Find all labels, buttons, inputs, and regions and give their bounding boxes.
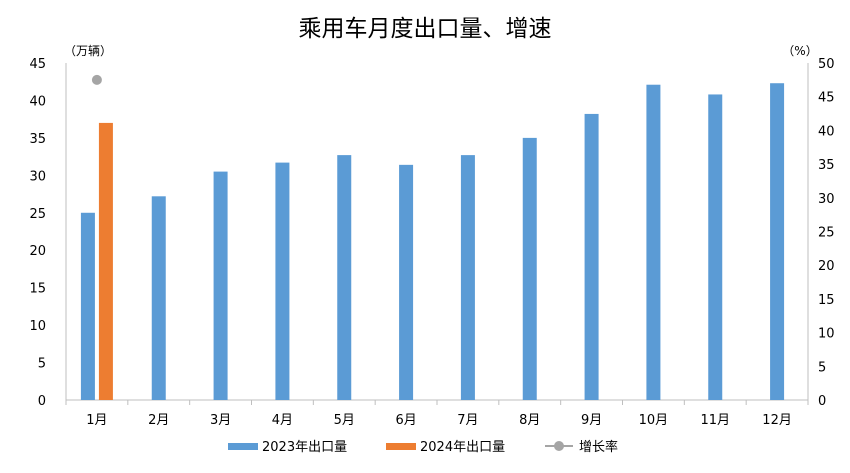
bar-2023 [522, 137, 537, 400]
bar-2023 [584, 113, 599, 401]
y-right-unit: （%） [782, 44, 817, 58]
legend-label: 2023年出口量 [262, 440, 347, 455]
x-tick-label: 5月 [334, 413, 355, 428]
legend-swatch-2024 [386, 443, 416, 450]
x-tick-label: 11月 [700, 413, 730, 428]
y-left-tick-label: 15 [29, 282, 46, 297]
bar-2023 [337, 155, 352, 400]
bar-2023 [708, 94, 723, 400]
axes: 0 5 10 15 20 25 30 35 40 45 0 5 10 15 20 25 30 35 40 45 50 1月… [29, 57, 834, 428]
y-right-tick-label: 5 [818, 360, 826, 375]
y-left-tick-label: 45 [29, 57, 46, 72]
y-right-tick-label: 15 [818, 293, 835, 308]
legend-swatch-2023 [228, 443, 258, 450]
chart-title: 乘用车月度出口量、增速 [299, 16, 552, 42]
y-left-tick-label: 10 [29, 319, 46, 334]
legend-label: 2024年出口量 [420, 440, 505, 455]
y-left-tick-label: 5 [38, 357, 46, 372]
y-right-tick-label: 20 [818, 259, 835, 274]
y-right-tick-label: 35 [818, 158, 835, 173]
y-left-tick-label: 20 [29, 244, 46, 259]
x-tick-label: 7月 [457, 413, 478, 428]
x-tick-label: 3月 [210, 413, 231, 428]
bar-2023 [213, 171, 228, 400]
y-left-tick-label: 40 [29, 94, 46, 109]
y-left-tick-label: 35 [29, 132, 46, 147]
x-tick-label: 6月 [395, 413, 416, 428]
bar-2023 [80, 212, 95, 400]
bars [80, 74, 785, 401]
y-right-tick-label: 40 [818, 124, 835, 139]
x-tick-label: 8月 [519, 413, 540, 428]
bar-2023 [770, 83, 785, 400]
legend: 2023年出口量 2024年出口量 增长率 [228, 439, 618, 455]
x-tick-label: 4月 [272, 413, 293, 428]
x-tick-label: 10月 [639, 413, 669, 428]
bar-2023 [460, 155, 475, 400]
x-tick-label: 9月 [581, 413, 602, 428]
y-right-tick-label: 25 [818, 226, 835, 241]
x-tick-label: 12月 [762, 413, 792, 428]
bar-2023 [275, 162, 290, 400]
y-left-tick-label: 0 [38, 394, 46, 409]
y-right-tick-label: 50 [818, 57, 835, 72]
growth-rate-marker [91, 74, 102, 85]
y-right-tick-label: 10 [818, 327, 835, 342]
y-left-unit: （万辆） [64, 44, 112, 58]
y-right-tick-label: 45 [818, 91, 835, 106]
bar-2023 [646, 84, 661, 401]
bar-2024 [98, 122, 113, 401]
bar-2023 [151, 196, 166, 400]
y-right-tick-label: 0 [818, 394, 826, 409]
x-tick-label: 1月 [86, 413, 107, 428]
y-left-tick-label: 25 [29, 207, 46, 222]
bar-2023 [399, 164, 414, 400]
y-right-tick-label: 30 [818, 192, 835, 207]
legend-marker-growth-rate [554, 441, 564, 451]
y-left-tick-label: 30 [29, 169, 46, 184]
x-tick-label: 2月 [148, 413, 169, 428]
legend-label: 增长率 [579, 439, 618, 455]
